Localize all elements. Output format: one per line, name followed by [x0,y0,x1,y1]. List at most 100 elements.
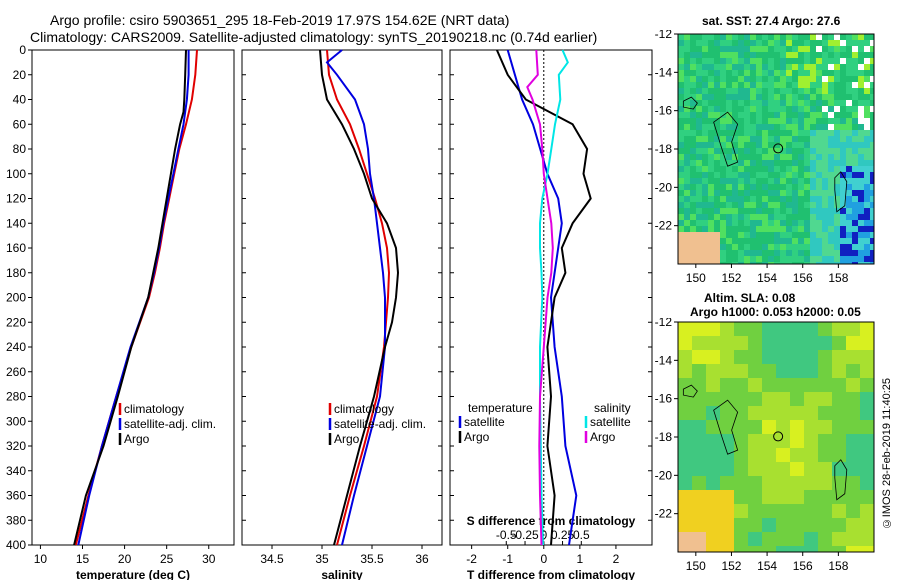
ytick-label: 300 [6,414,26,428]
xtick-s-label: -0.5 [496,528,517,542]
map-bottom-title1: Altim. SLA: 0.08 [704,291,796,305]
diff-legend-t0-label: satellite [464,415,505,429]
temp-legend-1-label: satellite-adj. clim. [124,417,216,431]
map-ytick-label: -18 [655,430,673,444]
diff-legend-t1-label: Argo [464,430,490,444]
map-ytick-label: -12 [655,30,673,41]
ytick-label: 380 [6,513,26,527]
sla-field [678,322,874,552]
map-ytick-label: -20 [655,468,673,482]
temp-legend-2-label: Argo [124,432,150,446]
ytick-label: 140 [6,216,26,230]
ytick-label: 120 [6,192,26,206]
header-line1: Argo profile: csiro 5903651_295 18-Feb-2… [50,12,510,28]
map-ytick-label: -20 [655,180,673,194]
difference-line-0 [506,49,578,546]
diff-legend-s0-label: satellite [590,415,631,429]
xtick-label: 34.5 [260,552,284,566]
temp-legend-0-label: climatology [124,402,184,416]
ytick-label: 80 [13,142,27,156]
map-xtick-label: 154 [757,559,777,573]
difference-chart: -2 -1 0 1 2 -0.5-0.25 0 0.250.5S difference fro… [449,49,653,580]
ytick-label: 220 [6,315,26,329]
ytick-label: 340 [6,464,26,478]
map-ytick-label: -22 [655,219,673,233]
sst-argo-position [773,143,784,154]
map-ytick-label: -14 [655,353,673,367]
imos-watermark: ©IMOS 28-Feb-2019 11:40:25 [881,378,893,530]
map-ytick-label: -16 [655,104,673,118]
ytick-label: 160 [6,241,26,255]
salinity-line-2 [319,49,400,546]
salinity-chart: 34.5 35 35.5 36 salinity climatologysatellite… [241,49,443,580]
map-ytick-label: -18 [655,142,673,156]
sla-argo-position [773,431,784,442]
temperature-xlabel: temperature (deg C) [76,568,190,580]
legend-s-title: salinity [594,401,631,415]
map-xtick-label: 152 [721,271,741,285]
sal-legend-1-label: satellite-adj. clim. [334,417,426,431]
xtick-s-label: 0.5 [573,528,590,542]
salinity-line-1 [325,49,386,546]
diff-legend-s1-label: Argo [590,430,616,444]
sst-reef-outline [834,171,848,213]
map-ytick-label: -12 [655,318,673,329]
map-xtick-label: 150 [686,559,706,573]
difference-line-1 [495,49,592,546]
ytick-label: 40 [13,93,27,107]
sst-reef-outline [713,111,739,167]
xtick-label: 25 [160,552,174,566]
legend-t-title: temperature [468,401,533,415]
xtick-label: 10 [34,552,48,566]
map-bottom-title2: Argo h1000: 0.053 h2000: 0.05 [690,305,861,319]
ytick-label: 320 [6,439,26,453]
xtick-label: 15 [76,552,90,566]
ytick-label: 200 [6,291,26,305]
map-top-title: sat. SST: 27.4 Argo: 27.6 [702,14,841,28]
temperature-chart: 0 20 40 60 80 100 120 140 160 180 200 220 240 260 280 3… [6,43,235,580]
plot-frame [31,49,235,546]
ytick-label: 20 [13,68,27,82]
xtick-label: -1 [502,552,513,566]
difference-xlabel: T difference from climatology [467,568,635,580]
ytick-label: 240 [6,340,26,354]
salinity-xlabel: salinity [321,568,363,580]
ytick-label: 100 [6,167,26,181]
map-xtick-label: 152 [721,559,741,573]
xtick-s-label: -0.25 [511,528,539,542]
ytick-label: 260 [6,365,26,379]
ytick-label: 360 [6,489,26,503]
sst-reef-outline [682,96,698,110]
map-ytick-label: -22 [655,507,673,521]
sal-legend-0-label: climatology [334,402,394,416]
sla-map: 150 152 154 156 158 -12 -14 -16 -18 -20 -22 [655,318,875,573]
ytick-label: 180 [6,266,26,280]
xtick-s-label: 0 [540,528,547,542]
sst-field [678,34,874,264]
map-xtick-label: 154 [757,271,777,285]
ytick-label: 280 [6,390,26,404]
sst-map: 150 152 154 156 158 -12 -14 -16 -18 -20 -22 [655,30,875,285]
xtick-label: 1 [577,552,584,566]
sla-reef-outline [834,459,848,501]
xtick-label: 36 [415,552,429,566]
xtick-label: 35 [315,552,329,566]
xtick-label: 2 [613,552,620,566]
sla-reef-outline [682,384,698,398]
xtick-label: 0 [540,552,547,566]
map-xtick-label: 150 [686,271,706,285]
header-line2: Climatology: CARS2009. Satellite-adjuste… [30,29,598,45]
xtick-label: 20 [118,552,132,566]
map-xtick-label: 158 [828,271,848,285]
map-xtick-label: 158 [828,559,848,573]
ytick-label: 0 [19,43,26,57]
map-xtick-label: 156 [793,271,813,285]
map-xtick-label: 156 [793,559,813,573]
map-ytick-label: -14 [655,65,673,79]
difference-line-3 [526,49,554,546]
ytick-label: 400 [6,538,26,552]
temperature-line-2 [73,49,187,546]
ytick-label: 60 [13,117,27,131]
map-ytick-label: -16 [655,392,673,406]
xtick-label: 35.5 [360,552,384,566]
